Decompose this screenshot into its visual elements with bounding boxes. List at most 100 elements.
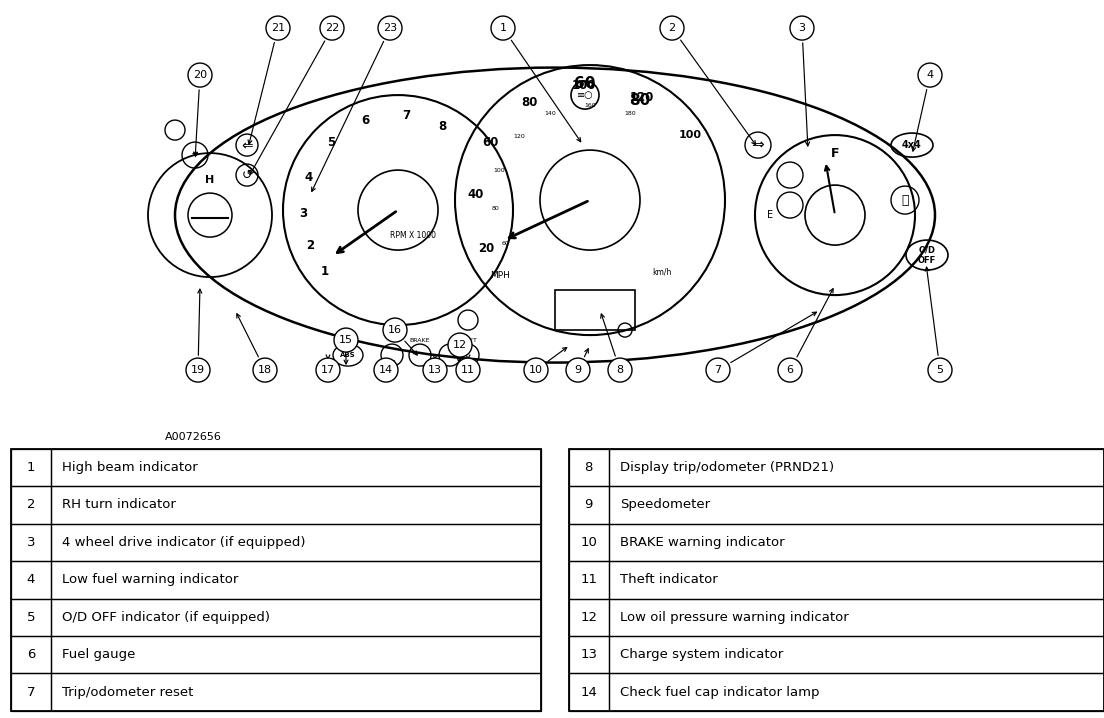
Text: Check fuel cap indicator lamp: Check fuel cap indicator lamp: [619, 686, 819, 699]
Text: 100: 100: [679, 130, 701, 140]
Text: F: F: [830, 146, 839, 159]
Text: 14: 14: [581, 686, 597, 699]
Text: 17: 17: [321, 365, 335, 375]
Text: Trip/odometer reset: Trip/odometer reset: [62, 686, 193, 699]
Text: ↺: ↺: [242, 169, 252, 182]
Circle shape: [253, 358, 277, 382]
Circle shape: [266, 16, 290, 40]
Text: 60: 60: [501, 241, 509, 246]
Text: 7: 7: [714, 365, 722, 375]
Text: O/D OFF indicator (if equipped): O/D OFF indicator (if equipped): [62, 611, 269, 624]
Circle shape: [448, 333, 473, 357]
Text: 80: 80: [491, 206, 499, 211]
Text: 4 wheel drive indicator (if equipped): 4 wheel drive indicator (if equipped): [62, 536, 306, 549]
Text: 16: 16: [388, 325, 402, 335]
Circle shape: [374, 358, 399, 382]
Text: 5: 5: [936, 365, 944, 375]
Text: 60: 60: [574, 75, 596, 90]
Text: 11: 11: [580, 573, 597, 587]
Text: 4: 4: [26, 573, 35, 587]
Text: Display trip/odometer (PRND21): Display trip/odometer (PRND21): [619, 461, 834, 474]
Circle shape: [320, 16, 344, 40]
Text: 4: 4: [926, 70, 934, 80]
Text: Low oil pressure warning indicator: Low oil pressure warning indicator: [619, 611, 849, 624]
Text: High beam indicator: High beam indicator: [62, 461, 198, 474]
Circle shape: [705, 358, 730, 382]
Text: BRAKE warning indicator: BRAKE warning indicator: [619, 536, 784, 549]
Text: ≡○: ≡○: [576, 90, 593, 100]
Circle shape: [919, 63, 942, 87]
Text: MPH: MPH: [490, 271, 510, 279]
Circle shape: [790, 16, 814, 40]
Text: 160: 160: [584, 103, 596, 108]
Text: 2: 2: [668, 23, 676, 33]
Text: 12: 12: [580, 611, 597, 624]
Text: 60: 60: [482, 136, 499, 149]
Text: 9: 9: [584, 498, 593, 511]
Circle shape: [928, 358, 952, 382]
Text: 8: 8: [616, 365, 624, 375]
Text: 15: 15: [339, 335, 353, 345]
Text: 9: 9: [574, 365, 582, 375]
Text: 7: 7: [402, 109, 411, 122]
Circle shape: [423, 358, 447, 382]
Text: 120: 120: [630, 91, 655, 104]
Text: ⇐: ⇐: [241, 138, 253, 152]
Text: 13: 13: [580, 648, 597, 661]
Text: ✦: ✦: [190, 150, 200, 160]
Text: 18: 18: [258, 365, 272, 375]
Text: 23: 23: [383, 23, 397, 33]
Text: 8: 8: [584, 461, 593, 474]
Text: Speedometer: Speedometer: [619, 498, 710, 511]
Circle shape: [378, 16, 402, 40]
Text: ⛽: ⛽: [901, 194, 909, 207]
Text: Fuel gauge: Fuel gauge: [62, 648, 135, 661]
Text: 10: 10: [529, 365, 543, 375]
Circle shape: [456, 358, 480, 382]
Text: ABS: ABS: [340, 352, 355, 358]
Text: 11: 11: [461, 365, 475, 375]
Text: ⇒: ⇒: [752, 138, 764, 153]
Text: 21: 21: [270, 23, 285, 33]
Text: 14: 14: [379, 365, 393, 375]
Text: RH turn indicator: RH turn indicator: [62, 498, 176, 511]
Text: 4x4: 4x4: [902, 140, 922, 150]
Text: 100: 100: [493, 168, 506, 173]
Text: 3: 3: [798, 23, 806, 33]
Text: 19: 19: [191, 365, 205, 375]
Text: 140: 140: [544, 111, 555, 116]
Text: km/h: km/h: [652, 268, 671, 276]
Text: 6: 6: [361, 114, 370, 127]
Text: 40: 40: [467, 187, 484, 200]
Circle shape: [185, 358, 210, 382]
Text: E: E: [767, 210, 773, 220]
Circle shape: [335, 328, 358, 352]
Circle shape: [566, 358, 590, 382]
Text: 3: 3: [299, 207, 307, 220]
Text: A0072656: A0072656: [164, 432, 222, 442]
Text: H: H: [205, 175, 214, 185]
Text: 13: 13: [428, 365, 442, 375]
Text: THEFT: THEFT: [458, 337, 478, 342]
Circle shape: [383, 318, 407, 342]
Text: BRAKE: BRAKE: [410, 337, 431, 342]
Circle shape: [316, 358, 340, 382]
Circle shape: [608, 358, 631, 382]
Circle shape: [188, 63, 212, 87]
Text: 1: 1: [499, 23, 507, 33]
Text: 8: 8: [438, 120, 447, 133]
Text: 180: 180: [625, 111, 636, 116]
Text: 10: 10: [581, 536, 597, 549]
Text: 6: 6: [786, 365, 794, 375]
Text: 20: 20: [478, 242, 493, 255]
Text: 2: 2: [306, 239, 314, 252]
Circle shape: [778, 358, 802, 382]
Text: 7: 7: [26, 686, 35, 699]
Text: Theft indicator: Theft indicator: [619, 573, 718, 587]
Text: 80: 80: [629, 93, 650, 108]
Text: 5: 5: [26, 611, 35, 624]
Text: 12: 12: [453, 340, 467, 350]
Text: 6: 6: [26, 648, 35, 661]
Text: 2: 2: [26, 498, 35, 511]
Text: 120: 120: [513, 134, 526, 139]
